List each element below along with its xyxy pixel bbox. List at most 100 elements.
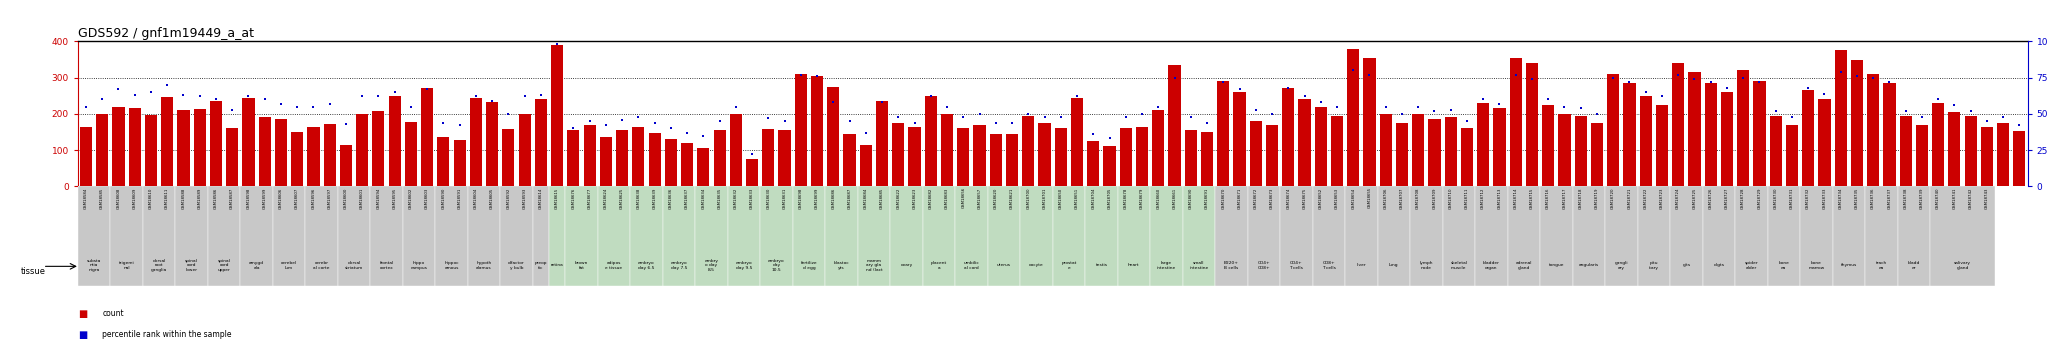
Bar	[1640, 96, 1653, 186]
Text: GSM18624: GSM18624	[604, 187, 608, 209]
Text: GSM18737: GSM18737	[1888, 187, 1892, 209]
Bar	[1020, 186, 1053, 286]
Text: GSM18699: GSM18699	[815, 187, 819, 209]
Bar	[1737, 70, 1749, 186]
Text: GSM18700: GSM18700	[1026, 187, 1030, 209]
Bar	[1442, 186, 1475, 286]
Bar	[1606, 186, 1638, 286]
Bar	[1313, 186, 1346, 286]
Text: GSM18597: GSM18597	[328, 187, 332, 209]
Text: pitu
itary: pitu itary	[1649, 261, 1659, 270]
Bar	[195, 109, 205, 186]
Point	[264, 101, 297, 107]
Text: bladd
er: bladd er	[1907, 261, 1919, 270]
Text: GSM18722: GSM18722	[1645, 187, 1649, 209]
Bar	[1702, 186, 1735, 286]
Text: GSM18691: GSM18691	[1204, 187, 1208, 209]
Bar	[1526, 63, 1538, 186]
Point	[1401, 104, 1434, 109]
Text: GSM18730: GSM18730	[1774, 187, 1778, 209]
Text: GSM18675: GSM18675	[1303, 187, 1307, 208]
Bar	[1427, 119, 1440, 186]
Bar	[1657, 105, 1667, 186]
Text: GSM18676: GSM18676	[571, 187, 575, 208]
Bar	[926, 96, 936, 186]
Text: GSM18652: GSM18652	[1319, 187, 1323, 208]
Text: embryo
day 7.5: embryo day 7.5	[670, 261, 688, 270]
Text: GSM18678: GSM18678	[1124, 187, 1128, 209]
Bar	[1247, 186, 1280, 286]
Point	[606, 117, 639, 122]
Bar	[1280, 186, 1313, 286]
Point	[1645, 94, 1677, 99]
Bar	[1346, 186, 1378, 286]
Point	[313, 101, 346, 107]
Bar	[1153, 110, 1165, 186]
Bar	[1214, 186, 1247, 286]
Bar	[422, 88, 434, 186]
Text: small
intestine: small intestine	[1190, 261, 1208, 270]
Text: GSM18727: GSM18727	[1724, 187, 1729, 209]
Text: dorsal
root
ganglia: dorsal root ganglia	[152, 259, 168, 272]
Bar	[778, 130, 791, 186]
Point	[655, 126, 688, 131]
Bar	[1573, 186, 1606, 286]
Bar	[1980, 127, 1993, 186]
Bar	[954, 186, 987, 286]
Text: fertilize
d egg: fertilize d egg	[801, 261, 817, 270]
Point	[1726, 75, 1759, 80]
Bar	[549, 186, 565, 286]
Text: GSM18716: GSM18716	[1546, 187, 1550, 209]
Text: testis: testis	[1096, 263, 1108, 267]
Text: bone
marrow: bone marrow	[1808, 261, 1825, 270]
Point	[1370, 104, 1403, 109]
Text: tongue: tongue	[1548, 263, 1565, 267]
Point	[1337, 68, 1370, 73]
Point	[442, 123, 475, 128]
Text: GSM18660: GSM18660	[1157, 187, 1161, 208]
Text: spinal
cord
lower: spinal cord lower	[184, 259, 199, 272]
Text: ■: ■	[78, 330, 88, 339]
Bar	[1851, 59, 1864, 186]
Point	[946, 114, 979, 119]
Text: GSM18600: GSM18600	[344, 187, 348, 209]
Bar	[1769, 116, 1782, 186]
Text: GSM18630: GSM18630	[766, 187, 770, 209]
Text: GSM18655: GSM18655	[1368, 187, 1372, 208]
Text: GSM18592: GSM18592	[506, 187, 510, 209]
Text: count: count	[102, 309, 125, 318]
Bar	[403, 186, 436, 286]
Text: GSM18584: GSM18584	[84, 187, 88, 209]
Bar	[1638, 186, 1669, 286]
Text: GSM18615: GSM18615	[555, 187, 559, 208]
Point	[883, 114, 915, 119]
Bar	[406, 122, 418, 186]
Text: gangli
ary: gangli ary	[1614, 261, 1628, 270]
Text: GSM18670: GSM18670	[1221, 187, 1225, 209]
Text: frontal
cortex: frontal cortex	[379, 261, 393, 270]
Text: GSM18728: GSM18728	[1741, 187, 1745, 209]
Bar	[143, 186, 176, 286]
Text: olfactor
y bulb: olfactor y bulb	[508, 261, 524, 270]
Text: GSM18685: GSM18685	[881, 187, 885, 208]
Point	[1354, 72, 1386, 78]
Bar	[987, 186, 1020, 286]
Point	[1434, 107, 1466, 112]
Text: GSM18622: GSM18622	[897, 187, 901, 209]
Text: GSM18701: GSM18701	[1042, 187, 1047, 209]
Bar	[129, 108, 141, 186]
Text: GSM18621: GSM18621	[1010, 187, 1014, 209]
Bar	[162, 97, 174, 186]
Point	[1110, 114, 1143, 119]
Text: GSM18719: GSM18719	[1595, 187, 1599, 209]
Text: CD4+
T cells: CD4+ T cells	[1290, 261, 1303, 270]
Text: GSM18623: GSM18623	[913, 187, 918, 209]
Point	[297, 104, 330, 109]
Bar	[485, 102, 498, 186]
Text: GSM18605: GSM18605	[489, 187, 494, 208]
Text: GSM18717: GSM18717	[1563, 187, 1567, 209]
Text: embryo
day 9.5: embryo day 9.5	[735, 261, 752, 270]
Text: GSM18614: GSM18614	[539, 187, 543, 209]
Text: placent
a: placent a	[930, 261, 946, 270]
Bar	[694, 186, 727, 286]
